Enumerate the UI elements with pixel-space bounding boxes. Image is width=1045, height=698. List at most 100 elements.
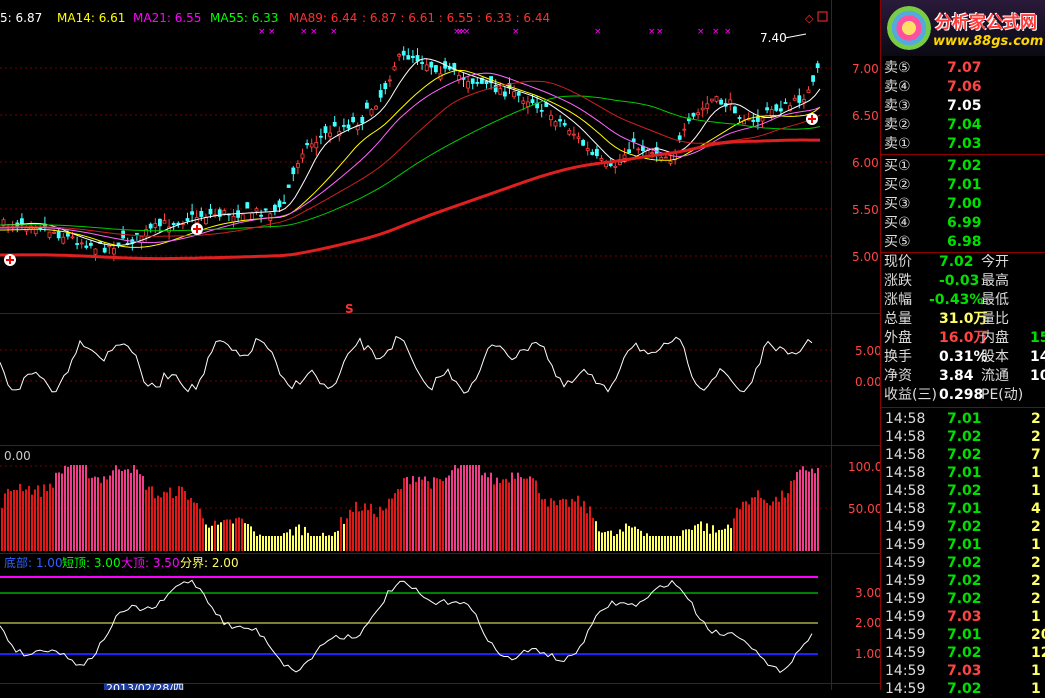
indicator-bar [205,524,207,551]
indicator-bar [265,536,267,551]
stat-value: 7.02 [939,254,974,270]
signal-x-mark: × [456,27,464,37]
candle-body [263,208,268,211]
indicator-bar [217,524,219,551]
indicator-bar [178,486,180,551]
tick-time: 14:59 [885,627,926,643]
candle-body [710,98,714,102]
signal-x-mark: × [594,27,602,37]
moving-average-line [0,80,821,237]
kline-chart-area[interactable]: × × × × × ×××× × × × × × × × 5: 6.87 MA14: 6.61 MA21… [0,0,880,690]
candle-body [323,126,328,133]
tick-time: 14:59 [885,609,926,625]
indicator-bar [301,535,303,551]
candle-body [760,117,765,122]
indicator-bar [814,473,816,551]
candle-body [259,214,264,217]
candle-body [254,208,259,212]
window-controls[interactable]: ◇ [805,11,828,25]
indicator-bar [760,497,762,551]
stat-label: 涨跌 [884,273,912,289]
stat-value: -0.03 [939,273,980,289]
ask-label: 卖① [884,136,911,152]
high-price-label: 7.40 [760,31,787,45]
indicator-bar [595,521,597,551]
indicator-bar [31,494,33,551]
indicator-bar [613,536,615,551]
candle-body [364,102,369,109]
indicator-bar [535,480,537,551]
signal-x-mark: × [463,27,471,37]
indicator-bar [610,530,612,551]
indicator-bar [58,472,60,551]
indicator-bar [331,536,333,551]
indicator-bar [700,521,702,551]
indicator-bar [622,531,624,551]
indicator-bar [397,489,399,551]
stat-label2: 最低 [981,292,1009,308]
tick-time: 14:58 [885,447,926,463]
indicator-bar [292,535,294,551]
indicator-bar [508,482,510,551]
maximize-icon[interactable] [817,11,828,22]
indicator-bar [64,465,66,551]
indicator-bar [499,482,501,551]
stat-label: 涨幅 [884,292,912,308]
site-logo[interactable]: 分析家公式网 www.88gs.com [881,0,1045,56]
signal-x-mark: × [268,27,276,37]
indicator-bar [106,479,108,551]
indicator-bar [85,465,87,551]
moving-average-line [0,138,820,261]
candle-body [599,158,604,161]
osc2-tick: 50.00 [848,502,880,516]
indicator-bar [361,510,363,551]
candle-body [595,148,599,156]
indicator-bar [184,490,186,551]
indicator-bar [73,465,75,551]
indicator-bar [661,536,663,551]
ma21-label: MA21: 6.55 [133,11,201,25]
candle-body [493,84,498,93]
indicator-bar [577,495,579,551]
candle-body [190,211,195,215]
candle-body [567,129,572,135]
date-highlight [104,683,182,690]
indicator-bar [562,498,564,551]
indicator-bar [691,529,693,551]
candle-body [199,210,204,217]
indicator-bar [76,465,78,551]
indicator-line [0,579,813,674]
price-tick: 5.50 [852,203,879,217]
candle-body [171,223,176,225]
diamond-icon[interactable]: ◇ [805,12,814,25]
indicator-bar [439,479,441,551]
oscillator-series [0,335,813,394]
indicator-bar [709,533,711,551]
candle-body [383,83,388,90]
candle-body [811,75,815,82]
indicator-bar [256,536,258,551]
logo-title: 分析家公式网 [935,13,1037,33]
candle-body [558,119,562,122]
indicator-bar [37,485,39,551]
indicator-bar [328,535,330,551]
indicator-bar [7,488,9,551]
indicator-bar [637,529,639,551]
tick-time: 14:59 [885,663,926,679]
indicator-bar [517,472,519,551]
indicator-bar [310,536,312,551]
ma-extra-label: : 6.87 : 6.61 : 6.55 : 6.33 : 6.44 [362,11,550,25]
indicator-bar [91,477,93,551]
candle-body [452,63,457,71]
indicator-bar [604,532,606,551]
candle-body [502,91,507,97]
tick-price: 7.01 [947,501,982,517]
indicator-bar [424,476,426,551]
indicator-bar [304,526,306,551]
legend-bottom: 底部: 1.00 [4,555,63,570]
candle-body [415,55,420,62]
buy-signal-icon [4,254,16,266]
indicator-bar [421,479,423,551]
bid-label: 买④ [884,215,911,231]
candle-body [208,208,213,215]
